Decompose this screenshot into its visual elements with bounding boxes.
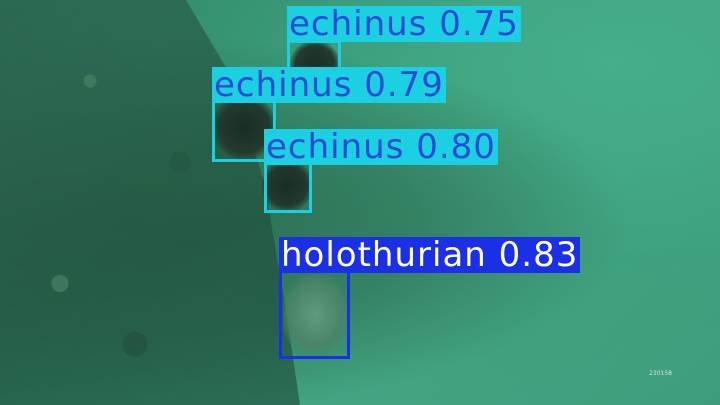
urchin-3	[262, 158, 312, 213]
detection-label-echinus-075: echinus 0.75	[287, 4, 521, 44]
rock-formation	[0, 0, 300, 405]
detection-label-echinus-080: echinus 0.80	[264, 127, 498, 167]
detection-label-echinus-079: echinus 0.79	[212, 65, 446, 105]
bounding-box-holothurian-083	[279, 270, 350, 359]
frame-stamp: 230158	[649, 370, 672, 377]
bounding-box-echinus-080	[264, 162, 312, 213]
detection-label-holothurian-083: holothurian 0.83	[279, 235, 581, 275]
holothurian-object	[283, 275, 348, 355]
